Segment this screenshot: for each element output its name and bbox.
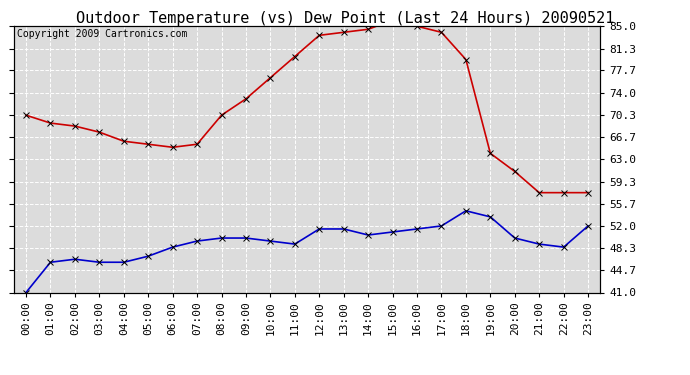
Text: Copyright 2009 Cartronics.com: Copyright 2009 Cartronics.com xyxy=(17,29,187,39)
Text: Outdoor Temperature (vs) Dew Point (Last 24 Hours) 20090521: Outdoor Temperature (vs) Dew Point (Last… xyxy=(76,11,614,26)
